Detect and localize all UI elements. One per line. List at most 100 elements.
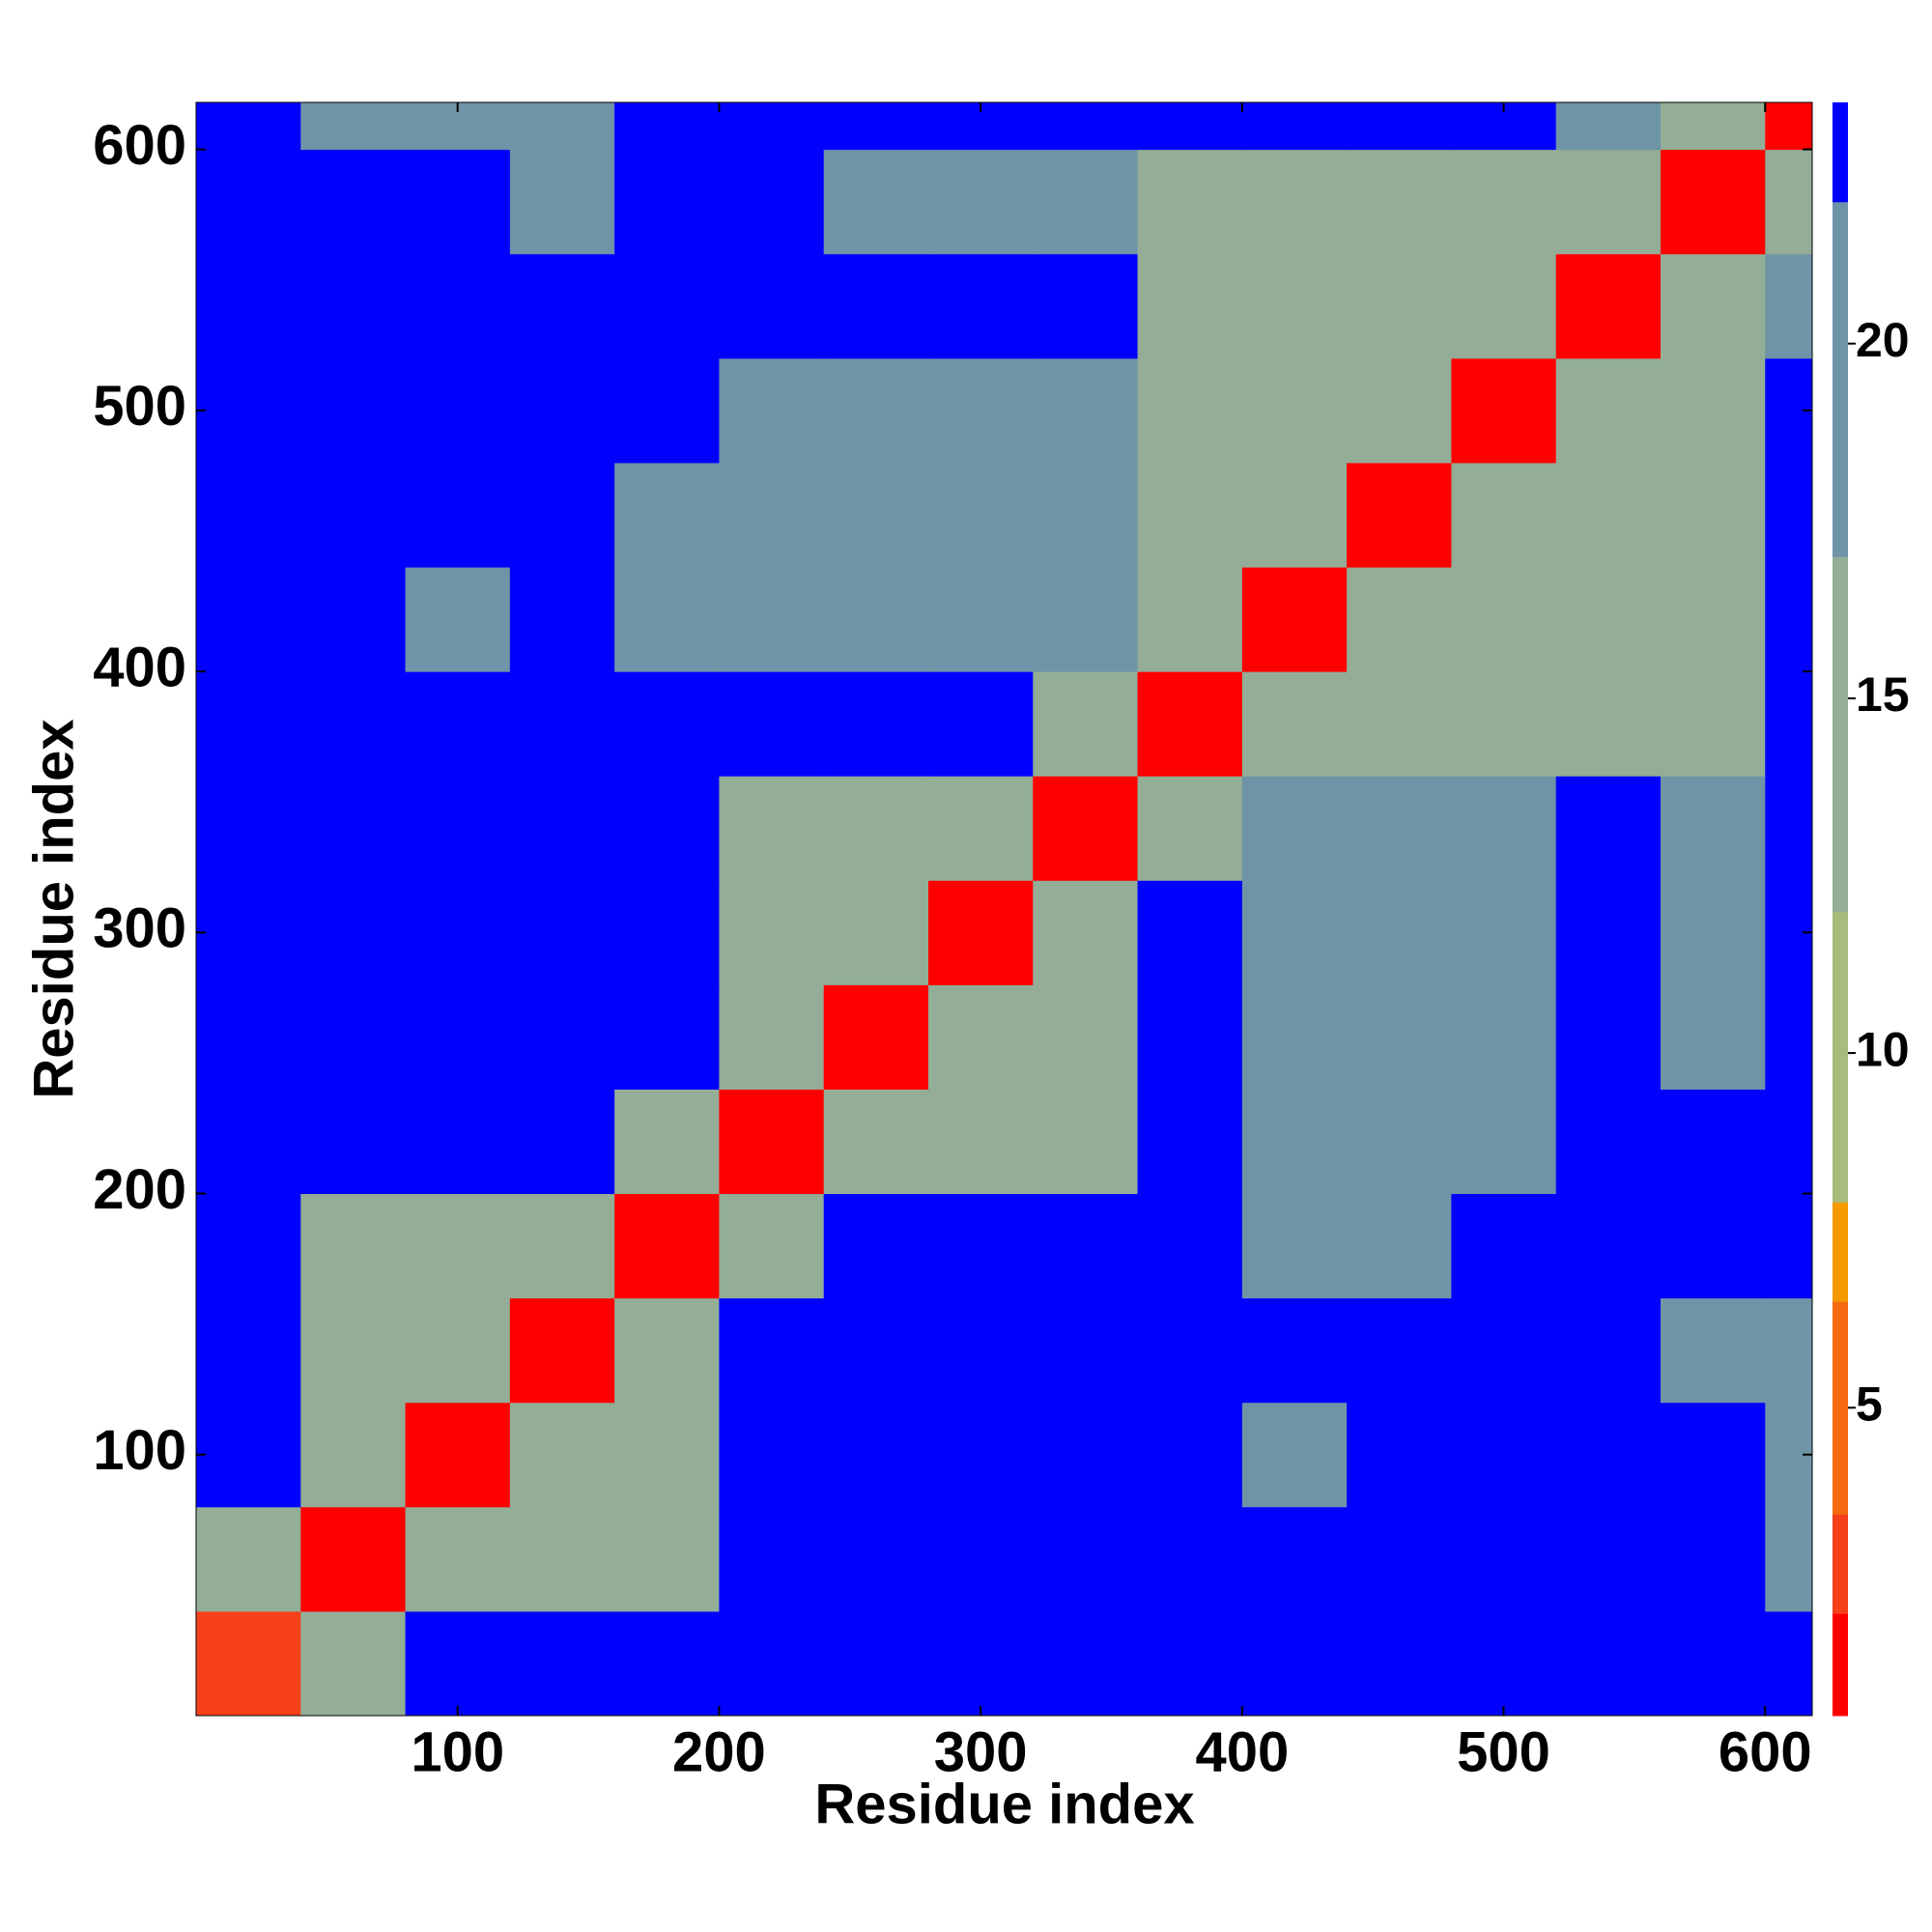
heatmap-cell [1660, 462, 1766, 568]
heatmap-cell [1347, 1610, 1452, 1717]
heatmap-cell [1451, 1506, 1557, 1612]
heatmap-cell [927, 567, 1034, 672]
heatmap-cell [823, 253, 929, 359]
heatmap-cell [1241, 1089, 1348, 1195]
heatmap-cell [300, 984, 407, 1090]
heatmap-cell [823, 149, 929, 255]
heatmap-cell [927, 984, 1034, 1090]
heatmap-cell [614, 253, 720, 359]
heatmap-cell [1660, 1089, 1766, 1195]
heatmap-cell [614, 1610, 720, 1717]
heatmap-cell [1033, 671, 1139, 777]
heatmap-cell [614, 149, 720, 255]
heatmap-cell [405, 253, 511, 359]
heatmap-cell [509, 1297, 615, 1404]
heatmap-cell [1347, 102, 1452, 151]
heatmap-cell [196, 984, 301, 1090]
heatmap-cell [1555, 567, 1662, 672]
heatmap-cell [1033, 149, 1139, 255]
heatmap-cell [614, 357, 720, 464]
heatmap-cell [614, 102, 720, 151]
heatmap-cell [300, 253, 407, 359]
heatmap-cell [927, 1402, 1034, 1508]
heatmap-cell [300, 357, 407, 464]
colorbar-segment [1833, 911, 1848, 1203]
colorbar-segment [1833, 201, 1848, 557]
heatmap-cell [1451, 1193, 1557, 1299]
heatmap-cell [300, 567, 407, 672]
heatmap-cell [614, 1297, 720, 1404]
heatmap-cell [823, 880, 929, 985]
heatmap-cell [1241, 149, 1348, 255]
heatmap-cell [1137, 776, 1243, 881]
heatmap-cell [1137, 462, 1243, 568]
heatmap-cell [405, 776, 511, 881]
heatmap-cell [927, 253, 1034, 359]
heatmap-cell [719, 1402, 825, 1508]
heatmap-cell [1137, 984, 1243, 1090]
heatmap-cell [719, 1089, 825, 1195]
heatmap-cell [1660, 567, 1766, 672]
heatmap-cell [1033, 1402, 1139, 1508]
heatmap-cell [1660, 253, 1766, 359]
heatmap-cell [1555, 1402, 1662, 1508]
heatmap-cell [614, 1402, 720, 1508]
heatmap-cell [719, 462, 825, 568]
heatmap-cell [300, 671, 407, 777]
heatmap-cell [1241, 102, 1348, 151]
heatmap-cell [1660, 102, 1766, 151]
heatmap-cell [614, 880, 720, 985]
heatmap-cell [1241, 880, 1348, 985]
heatmap-cell [196, 1402, 301, 1508]
heatmap-cell [1660, 880, 1766, 985]
heatmap-cell [1241, 1610, 1348, 1717]
y-tick-label: 300 [93, 897, 186, 960]
heatmap-cell [1241, 253, 1348, 359]
heatmap-cell [196, 671, 301, 777]
heatmap-cell [719, 102, 825, 151]
heatmap-cell [300, 462, 407, 568]
heatmap-cell [509, 462, 615, 568]
heatmap-cell [1033, 102, 1139, 151]
heatmap-cell [1660, 149, 1766, 255]
x-tick-label: 600 [1719, 1720, 1812, 1783]
heatmap-cell [719, 984, 825, 1090]
y-tick-label: 500 [93, 375, 186, 438]
heatmap-cell [927, 1089, 1034, 1195]
heatmap-cell [1137, 1506, 1243, 1612]
heatmap-cell [1451, 357, 1557, 464]
heatmap-cell [927, 880, 1034, 985]
heatmap-cell [614, 1089, 720, 1195]
heatmap-cell [1347, 1297, 1452, 1404]
heatmap-cell [1137, 1610, 1243, 1717]
heatmap-cell [405, 1297, 511, 1404]
heatmap-cell [1765, 253, 1813, 359]
heatmap-cell [1033, 1193, 1139, 1299]
heatmap-cell [1555, 357, 1662, 464]
heatmap-cell [719, 1610, 825, 1717]
heatmap-cell [1765, 1610, 1813, 1717]
heatmap-cell [1765, 462, 1813, 568]
heatmap-cell [927, 1193, 1034, 1299]
heatmap-cell [405, 1402, 511, 1508]
heatmap-cell [1033, 1506, 1139, 1612]
heatmap-cell [1241, 357, 1348, 464]
heatmap-cell [823, 1193, 929, 1299]
heatmap-cell [719, 776, 825, 881]
heatmap-cell [823, 102, 929, 151]
heatmap-cell [509, 1610, 615, 1717]
heatmap-cell [1451, 776, 1557, 881]
heatmap-cell [1137, 880, 1243, 985]
heatmap-cell [1555, 102, 1662, 151]
heatmap-cell [1451, 567, 1557, 672]
heatmap-cell [1555, 253, 1662, 359]
heatmap-cell [1137, 1402, 1243, 1508]
heatmap-cell [1347, 1506, 1452, 1612]
x-tick-label: 100 [411, 1720, 504, 1783]
heatmap-cell [1241, 1402, 1348, 1508]
x-tick-label: 400 [1195, 1720, 1289, 1783]
heatmap-cell [1033, 1297, 1139, 1404]
heatmap-cell [300, 149, 407, 255]
heatmap-cell [1347, 1193, 1452, 1299]
